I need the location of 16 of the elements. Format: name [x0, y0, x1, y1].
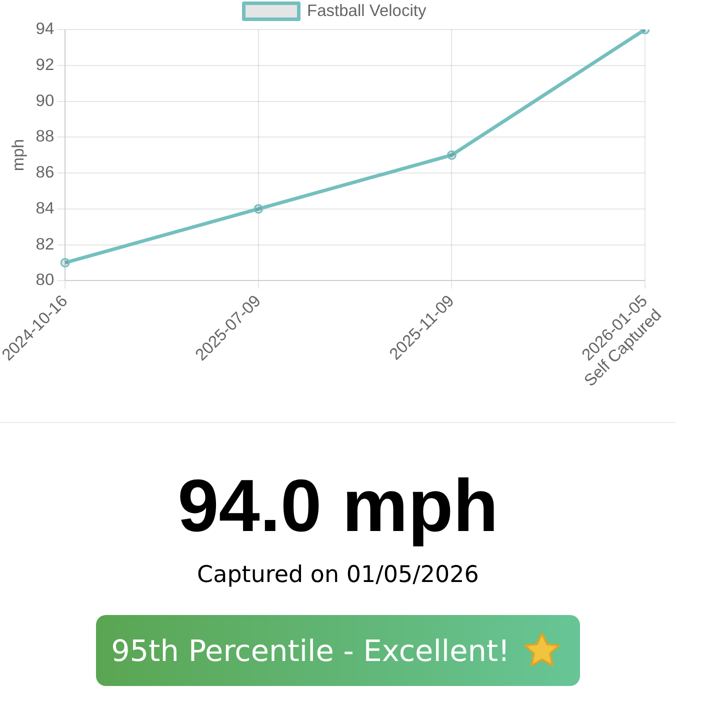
y-tick-label: 86: [36, 164, 54, 182]
y-tick-label: 90: [36, 92, 54, 110]
y-axis-title: mph: [9, 139, 28, 172]
y-tick-label: 88: [36, 128, 54, 146]
point: [60, 258, 70, 268]
point: [254, 204, 264, 214]
legend-label: Fastball Velocity: [307, 2, 427, 20]
y-tick-label: 82: [36, 235, 54, 254]
badge: 95th Percentile - Excellent!: [96, 615, 580, 686]
text: 94.0 mph: [176, 464, 500, 547]
point: [446, 150, 456, 160]
y-tick-label: 80: [36, 271, 54, 290]
text: Captured on 01/05/2026: [196, 562, 480, 588]
y-tick-label: 84: [36, 199, 54, 218]
y-tick-label: 92: [36, 56, 54, 74]
y-tick-label: 94: [36, 20, 54, 38]
